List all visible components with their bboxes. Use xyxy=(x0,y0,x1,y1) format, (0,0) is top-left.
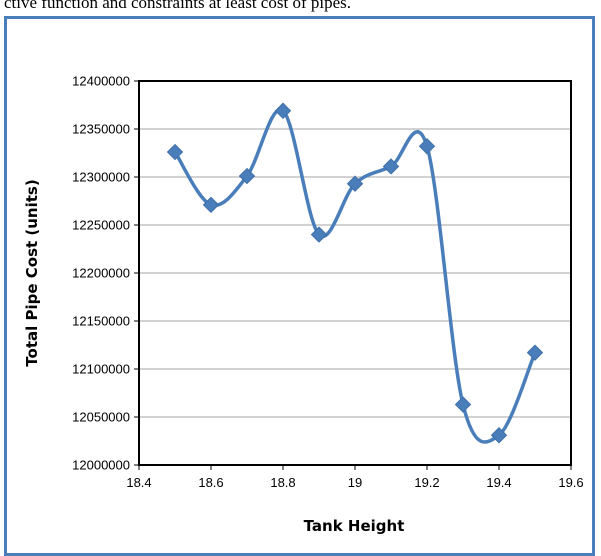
y-tick-label: 12050000 xyxy=(72,410,130,425)
x-axis-title: Tank Height xyxy=(304,517,405,535)
y-tick-label: 12400000 xyxy=(72,74,130,89)
y-tick-label: 12000000 xyxy=(72,458,130,473)
x-tick-label: 18.6 xyxy=(198,475,223,490)
y-tick-label: 12350000 xyxy=(72,122,130,137)
data-point xyxy=(310,226,328,243)
series-markers xyxy=(166,102,544,444)
x-tick-labels: 18.4 18.6 18.8 19 19.2 19.4 19.6 xyxy=(126,465,584,490)
x-tick-label: 19.4 xyxy=(486,475,511,490)
y-tick-labels: 12000000 12050000 12100000 12150000 12200000… xyxy=(72,74,139,473)
x-tick-label: 19 xyxy=(348,475,362,490)
caption-fragment: ctive function and constraints at least … xyxy=(4,0,351,12)
data-point xyxy=(202,196,220,214)
data-point xyxy=(274,102,292,119)
data-point xyxy=(418,138,436,155)
y-tick-label: 12150000 xyxy=(72,314,130,329)
y-tick-label: 12300000 xyxy=(72,170,130,185)
series-line xyxy=(173,108,537,444)
data-point xyxy=(454,396,472,413)
x-tick-label: 18.8 xyxy=(270,475,295,490)
data-point xyxy=(526,344,544,361)
data-point xyxy=(166,143,184,161)
y-tick-label: 12100000 xyxy=(72,362,130,377)
data-point xyxy=(490,427,508,444)
x-tick-label: 19.2 xyxy=(414,475,439,490)
data-point xyxy=(382,158,400,175)
y-tick-label: 12250000 xyxy=(72,218,130,233)
x-tick-label: 19.6 xyxy=(558,475,583,490)
y-tick-label: 12200000 xyxy=(72,266,130,281)
data-point xyxy=(346,175,364,192)
x-tick-label: 18.4 xyxy=(126,475,151,490)
data-point xyxy=(238,167,256,185)
gridlines xyxy=(139,80,571,466)
y-axis-title: Total Pipe Cost (units) xyxy=(23,179,41,366)
